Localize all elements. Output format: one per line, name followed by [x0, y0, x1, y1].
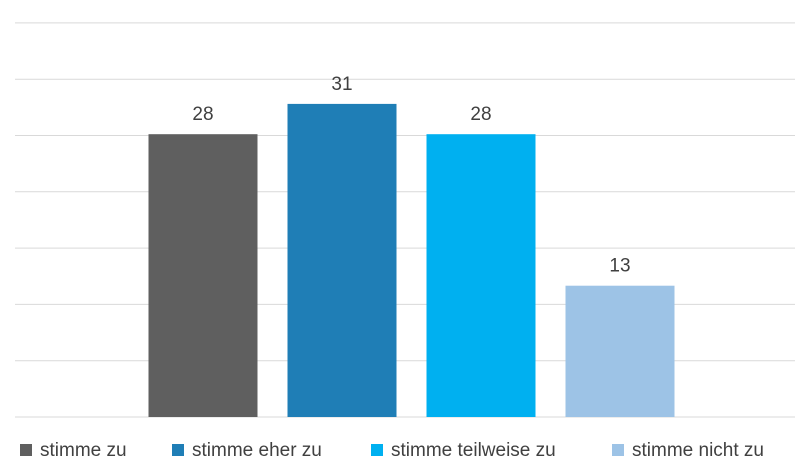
bar-3	[426, 134, 536, 417]
bar-2	[287, 103, 397, 418]
bar-4	[565, 285, 675, 417]
data-labels: 28 31 28 13	[192, 74, 630, 277]
legend-swatch-1	[20, 444, 32, 456]
bar-1	[148, 134, 258, 417]
legend-item-2: stimme eher zu	[172, 440, 322, 461]
data-label-3: 28	[470, 104, 491, 125]
legend-swatch-3	[371, 444, 383, 456]
legend-swatch-2	[172, 444, 184, 456]
legend: stimme zu stimme eher zu stimme teilweise …	[20, 440, 764, 461]
legend-label-1: stimme zu	[40, 440, 127, 461]
legend-label-2: stimme eher zu	[192, 440, 322, 461]
data-label-4: 13	[609, 256, 630, 277]
legend-label-4: stimme nicht zu	[632, 440, 764, 461]
gridlines	[15, 22, 795, 418]
legend-swatch-4	[612, 444, 624, 456]
legend-item-4: stimme nicht zu	[612, 440, 764, 461]
data-label-1: 28	[192, 104, 213, 125]
legend-item-3: stimme teilweise zu	[371, 440, 556, 461]
bars	[148, 103, 675, 418]
legend-item-1: stimme zu	[20, 440, 127, 461]
legend-label-3: stimme teilweise zu	[391, 440, 556, 461]
data-label-2: 31	[331, 74, 352, 95]
